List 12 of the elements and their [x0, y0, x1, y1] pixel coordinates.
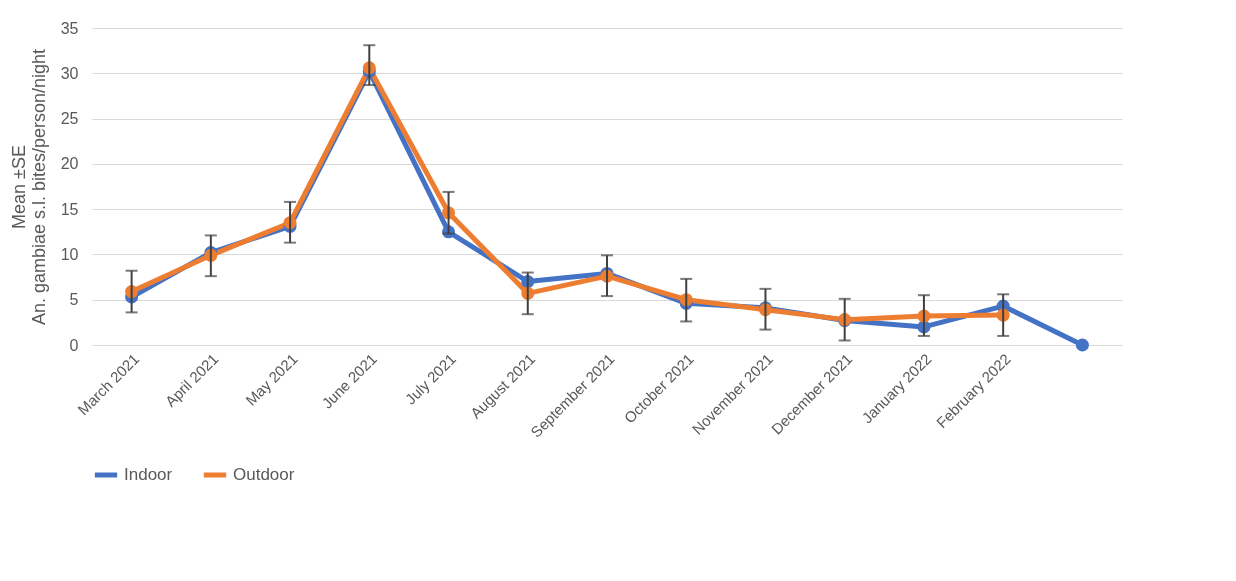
legend-label: Outdoor	[233, 465, 295, 484]
y-tick-label: 0	[69, 336, 79, 354]
y-tick-label: 10	[60, 245, 79, 263]
y-tick-label: 25	[60, 110, 79, 128]
point	[1075, 338, 1089, 352]
y-tick-label: 20	[60, 155, 79, 173]
y-axis-title: Mean ±SE An. gambiae s.l. bites/person/night	[8, 48, 49, 326]
y-tick-label: 5	[69, 291, 79, 309]
y-tick-label: 15	[60, 200, 79, 218]
y-tick-label: 35	[60, 19, 79, 37]
y-tick-label: 30	[60, 64, 79, 82]
legend-label: Indoor	[124, 465, 173, 484]
